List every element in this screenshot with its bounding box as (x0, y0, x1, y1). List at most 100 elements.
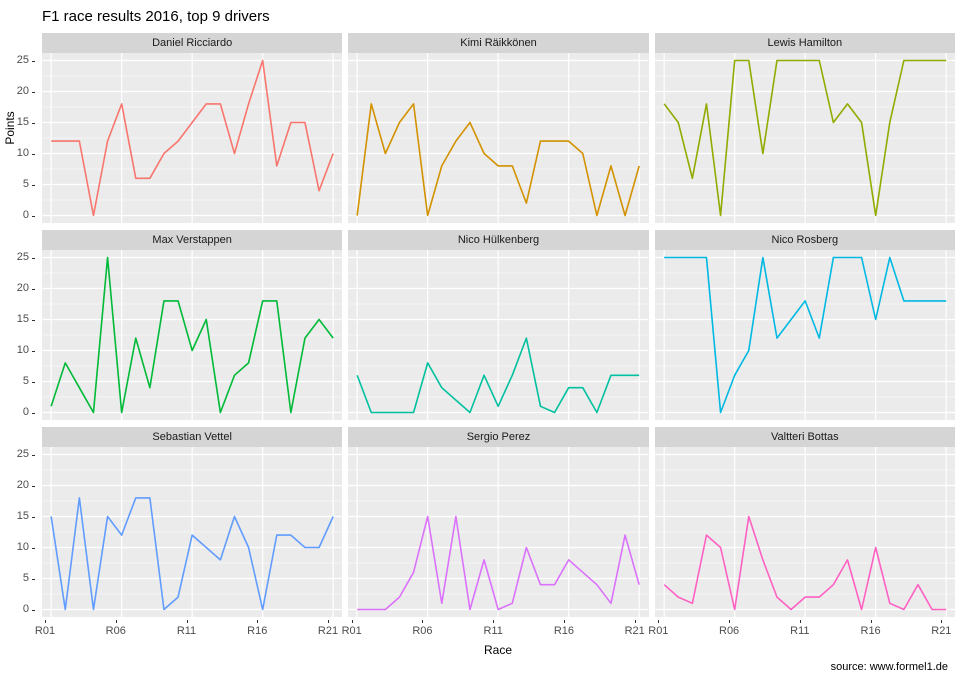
x-tick-label: R06 (719, 625, 740, 637)
y-tick-mark (32, 184, 35, 186)
y-tick-mark (32, 122, 35, 124)
panel-nico-rosberg (654, 250, 955, 420)
x-tick-mark (729, 620, 731, 623)
x-tick-mark (493, 620, 495, 623)
facet-lewis-hamilton: Lewis Hamilton (654, 33, 955, 223)
y-tick-mark (32, 350, 35, 352)
facet-strip: Kimi Räikkönen (348, 33, 649, 53)
y-axis-row2: 0 5 10 15 20 25 (0, 230, 36, 420)
y-tick-label: 5 (22, 572, 29, 584)
y-tick-label: 25 (16, 54, 29, 66)
y-tick-mark (32, 516, 35, 518)
facet-grid: Points 0 5 10 15 20 25 Daniel Ricciardo Kimi … (0, 33, 955, 617)
y-tick-label: 5 (22, 178, 29, 190)
facet-strip: Nico Hülkenberg (348, 230, 649, 250)
y-tick-mark (32, 609, 35, 611)
x-axis-col2: R01 R06 R11 R16 R21 (341, 620, 645, 640)
facet-max-verstappen: Max Verstappen (42, 230, 343, 420)
y-tick-mark (32, 91, 35, 93)
x-axis-spacer (0, 620, 36, 640)
x-axis-col3: R01 R06 R11 R16 R21 (648, 620, 952, 640)
x-tick-mark (870, 620, 872, 623)
x-tick-mark (658, 620, 660, 623)
x-tick-label: R21 (624, 625, 645, 637)
x-tick-label: R06 (412, 625, 433, 637)
y-tick-mark (32, 454, 35, 456)
y-tick-mark (32, 381, 35, 383)
x-tick-mark (563, 620, 565, 623)
y-tick-label: 20 (16, 479, 29, 491)
x-tick-label: R16 (553, 625, 575, 637)
x-tick-label: R16 (860, 625, 881, 637)
x-tick-mark (328, 620, 329, 623)
x-axis-title: Race (483, 643, 512, 657)
facet-daniel-ricciardo: Daniel Ricciardo (42, 33, 343, 223)
panel-valtteri-bottas (654, 447, 955, 617)
y-tick-label: 5 (22, 375, 29, 387)
x-tick-label: R21 (317, 625, 339, 637)
panel-daniel-ricciardo (42, 53, 343, 223)
y-tick-mark (32, 319, 35, 321)
y-tick-label: 10 (16, 147, 29, 159)
x-tick-label: R01 (648, 625, 669, 637)
x-tick-label: R06 (105, 625, 126, 637)
x-tick-mark (634, 620, 636, 623)
facet-strip: Sebastian Vettel (42, 427, 343, 447)
facet-strip: Max Verstappen (42, 230, 343, 250)
y-tick-mark (32, 288, 35, 290)
facet-strip: Valtteri Bottas (654, 427, 955, 447)
chart-title: F1 race results 2016, top 9 drivers (42, 8, 270, 25)
x-tick-label: R21 (931, 625, 952, 637)
y-tick-label: 15 (16, 116, 29, 128)
x-axis: R01 R06 R11 R16 R21 R01 R06 R11 R16 R21 R01 R06 R1… (0, 620, 955, 640)
y-tick-mark (32, 578, 35, 580)
source-credit: source: www.formel1.de (830, 661, 948, 673)
panel-nico-hulkenberg (348, 250, 649, 420)
facet-nico-rosberg: Nico Rosberg (654, 230, 955, 420)
y-tick-label: 15 (16, 510, 29, 522)
facet-strip: Lewis Hamilton (654, 33, 955, 53)
x-tick-label: R11 (790, 625, 810, 637)
y-tick-mark (32, 60, 35, 62)
y-tick-label: 10 (16, 344, 29, 356)
x-tick-mark (45, 620, 46, 623)
x-tick-label: R11 (483, 625, 503, 637)
y-tick-label: 20 (16, 282, 29, 294)
x-tick-mark (422, 620, 424, 623)
x-tick-label: R16 (247, 625, 268, 637)
y-tick-mark (32, 485, 35, 487)
y-tick-label: 20 (16, 85, 29, 97)
y-tick-label: 25 (16, 251, 29, 263)
y-axis-title: Points (3, 111, 17, 145)
panel-max-verstappen (42, 250, 343, 420)
x-tick-label: R01 (341, 625, 362, 637)
panel-sebastian-vettel (42, 447, 343, 617)
facet-sergio-perez: Sergio Perez (348, 427, 649, 617)
panel-sergio-perez (348, 447, 649, 617)
y-tick-label: 15 (16, 313, 29, 325)
y-tick-label: 0 (22, 603, 29, 615)
facet-sebastian-vettel: Sebastian Vettel (42, 427, 343, 617)
x-tick-mark (351, 620, 353, 623)
facet-nico-hulkenberg: Nico Hülkenberg (348, 230, 649, 420)
x-tick-label: R11 (176, 625, 197, 637)
facet-kimi-raikkonen: Kimi Räikkönen (348, 33, 649, 223)
y-tick-label: 0 (22, 406, 29, 418)
x-axis-col1: R01 R06 R11 R16 R21 (34, 620, 339, 640)
y-axis-row1: Points 0 5 10 15 20 25 (0, 33, 36, 223)
facet-strip: Nico Rosberg (654, 230, 955, 250)
x-tick-mark (257, 620, 259, 623)
y-tick-label: 25 (16, 448, 29, 460)
y-tick-mark (32, 412, 35, 414)
y-tick-mark (32, 215, 35, 217)
y-tick-mark (32, 257, 35, 259)
x-tick-label: R01 (34, 625, 56, 637)
y-tick-mark (32, 547, 35, 549)
facet-strip: Daniel Ricciardo (42, 33, 343, 53)
y-tick-mark (32, 153, 35, 155)
y-axis-row3: 0 5 10 15 20 25 (0, 427, 36, 617)
y-tick-label: 0 (22, 209, 29, 221)
x-tick-mark (799, 620, 801, 623)
x-tick-mark (186, 620, 188, 623)
